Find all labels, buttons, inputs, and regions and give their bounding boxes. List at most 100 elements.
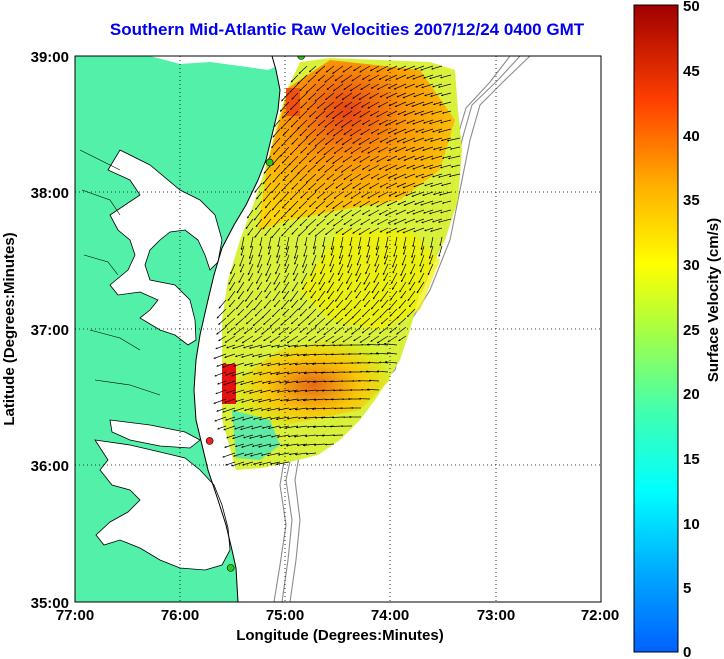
velocity-vector	[276, 254, 281, 264]
velocity-vector	[231, 416, 245, 422]
velocity-vector	[250, 452, 263, 457]
velocity-vector	[344, 101, 353, 108]
mid-station	[265, 158, 274, 167]
velocity-vector	[334, 119, 344, 127]
velocity-vector	[281, 155, 290, 164]
velocity-vector	[392, 263, 398, 274]
velocity-vector	[349, 83, 362, 92]
velocity-vector	[381, 299, 389, 308]
velocity-vector	[355, 263, 362, 277]
velocity-vector	[249, 434, 263, 439]
velocity-vector	[322, 407, 335, 410]
y-axis-label: Latitude (Degrees:Minutes)	[1, 232, 18, 425]
velocity-vector	[306, 173, 317, 183]
velocity-vector	[330, 353, 344, 356]
hatteras-station	[226, 564, 235, 572]
velocity-vector	[289, 83, 299, 93]
velocity-vector	[267, 380, 281, 385]
velocity-vector	[342, 200, 353, 208]
velocity-vector	[377, 101, 389, 108]
velocity-vector	[240, 380, 254, 386]
velocity-vector	[235, 335, 245, 342]
velocity-vector	[289, 326, 299, 334]
velocity-vector	[286, 371, 299, 375]
velocity-vector	[342, 335, 353, 343]
velocity-vector	[256, 191, 263, 200]
velocity-vector	[309, 65, 317, 73]
velocity-vector	[307, 164, 317, 173]
velocity-vector	[414, 65, 425, 70]
velocity-vector	[294, 362, 308, 366]
velocity-vector	[385, 182, 398, 189]
velocity-vector	[379, 92, 389, 98]
velocity-vector	[266, 362, 281, 367]
velocity-vector	[258, 461, 272, 466]
velocity-vector	[375, 236, 380, 251]
velocity-vector	[261, 326, 272, 335]
velocity-vector	[326, 281, 335, 294]
velocity-vector	[282, 308, 290, 316]
velocity-vector	[269, 371, 281, 375]
velocity-vector	[421, 173, 434, 179]
velocity-vector	[271, 182, 281, 194]
velocity-vector	[325, 92, 335, 101]
velocity-vector	[343, 128, 353, 135]
velocity-vector	[288, 200, 299, 211]
velocity-vector	[312, 425, 326, 428]
velocity-vector	[263, 191, 272, 202]
velocity-vector	[258, 398, 272, 403]
velocity-vector	[244, 308, 254, 318]
velocity-vector	[396, 92, 407, 98]
velocity-vector	[252, 371, 263, 375]
velocity-vector	[317, 101, 326, 109]
velocity-vector	[352, 92, 362, 99]
velocity-vector	[269, 416, 281, 420]
velocity-vector	[346, 281, 353, 290]
velocity-vector	[341, 227, 353, 236]
velocity-vector	[376, 200, 389, 208]
velocity-vector	[342, 65, 353, 73]
velocity-vector	[329, 263, 335, 273]
velocity-vector	[222, 452, 236, 458]
velocity-vector	[259, 236, 263, 247]
velocity-vector	[218, 317, 227, 325]
velocity-vector	[308, 182, 317, 190]
velocity-vector	[295, 425, 308, 429]
velocity-vector	[297, 164, 308, 175]
velocity-vector	[343, 218, 353, 225]
velocity-vector	[241, 443, 254, 448]
velocity-vector	[213, 398, 227, 404]
colorbar-tick: 50	[683, 0, 700, 15]
x-tick: 77:00	[56, 607, 94, 624]
velocity-vector	[216, 308, 227, 319]
velocity-vector	[249, 344, 263, 349]
velocity-vector	[243, 344, 254, 349]
velocity-vector	[304, 389, 317, 393]
velocity-vector	[402, 227, 416, 234]
velocity-vector	[266, 452, 281, 457]
velocity-vector	[306, 326, 317, 335]
velocity-vector	[432, 128, 443, 133]
velocity-vector	[349, 173, 362, 182]
velocity-vector	[270, 389, 281, 393]
velocity-vector	[323, 380, 335, 383]
velocity-vector	[272, 218, 281, 228]
velocity-vector	[258, 416, 272, 421]
velocity-vector	[386, 65, 398, 72]
velocity-vector	[423, 164, 434, 169]
velocity-vector	[315, 200, 326, 209]
velocity-vector	[297, 74, 308, 85]
velocity-vector	[332, 155, 344, 164]
velocity-vector	[368, 379, 380, 382]
velocity-vector	[314, 335, 326, 343]
velocity-vector	[386, 110, 398, 117]
velocity-vector	[274, 281, 281, 291]
colorbar-tick: 0	[683, 644, 691, 659]
velocity-vector	[326, 128, 335, 135]
velocity-vector	[288, 110, 299, 121]
velocity-vector	[370, 299, 380, 310]
velocity-vector	[405, 146, 416, 152]
x-tick-labels: 77:00 76:00 75:00 74:00 73:00 72:00	[56, 607, 619, 624]
velocity-vector	[242, 416, 254, 421]
velocity-vector	[295, 236, 299, 249]
